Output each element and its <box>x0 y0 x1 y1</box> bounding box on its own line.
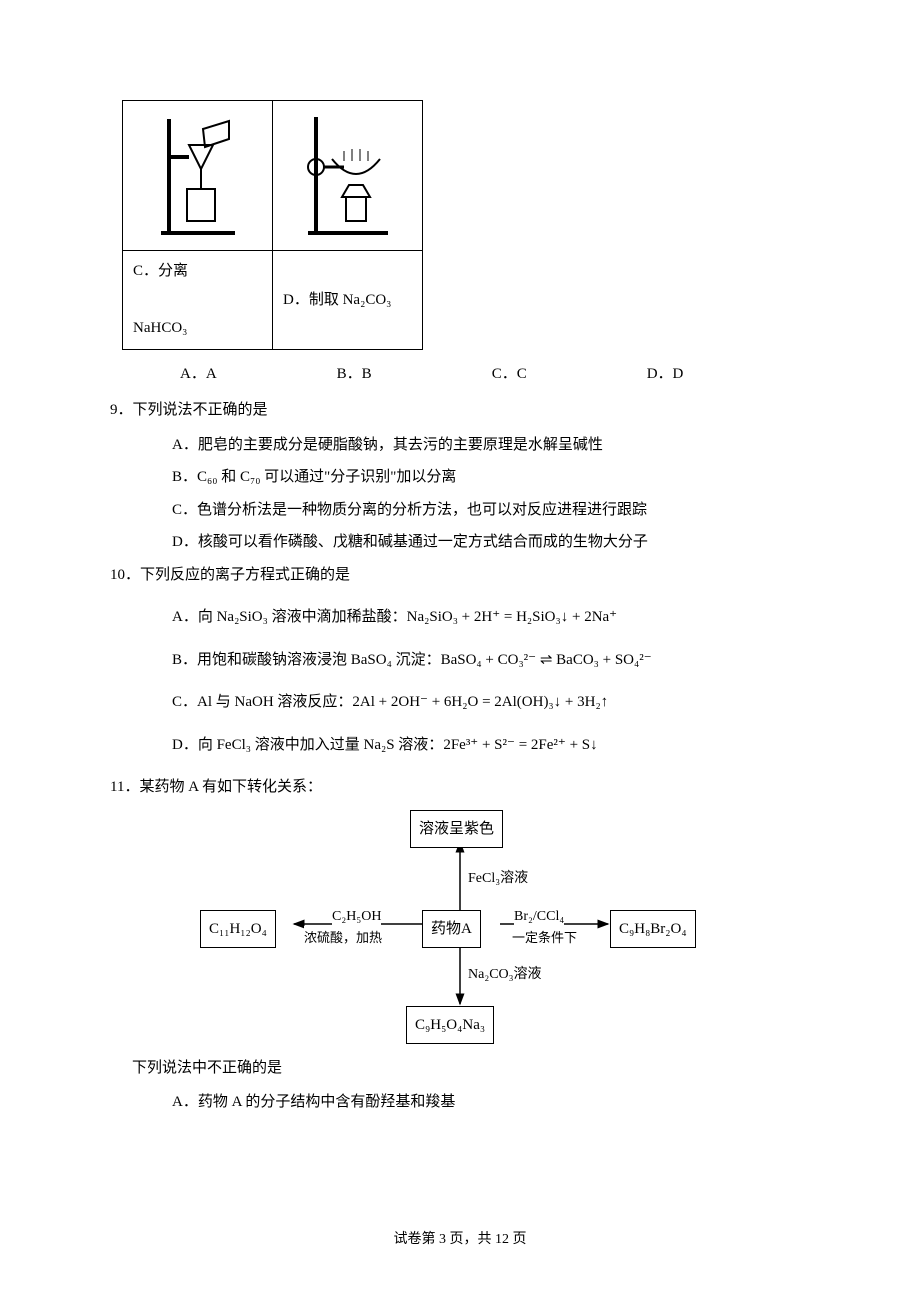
q9-opt-b: B．C₆₀ 和 C₇₀ 可以通过"分子识别"加以分离 <box>110 463 810 492</box>
filtration-icon <box>143 111 253 241</box>
q10-opt-a: A．向 Na₂SiO₃ 溶液中滴加稀盐酸：Na₂SiO₃ + 2H⁺ = H₂S… <box>110 603 810 632</box>
option-d: D．D <box>647 360 684 389</box>
q10-a-pre: A．向 Na₂SiO₃ 溶液中滴加稀盐酸： <box>172 609 407 625</box>
footer-mid: 页，共 <box>446 1232 495 1247</box>
q11-diagram: 溶液呈紫色 药物A C₁₁H₁₂O₄ C₉H₈Br₂O₄ C₉H₅O₄Na₃ F… <box>190 810 730 1040</box>
option-c: C．C <box>492 360 527 389</box>
q10-c-pre: C．Al 与 NaOH 溶液反应： <box>172 694 352 710</box>
question-9: 9．下列说法不正确的是 <box>110 396 810 425</box>
apparatus-c-formula: NaHCO₃ <box>133 320 187 336</box>
q10-opt-d: D．向 FeCl₃ 溶液中加入过量 Na₂S 溶液：2Fe³⁺ + S²⁻ = … <box>110 731 810 760</box>
footer-prefix: 试卷第 <box>394 1232 440 1247</box>
q10-c-eq: 2Al + 2OH⁻ + 6H₂O = 2Al(OH)₃↓ + 3H₂↑ <box>352 694 608 710</box>
q10-d-eq: 2Fe³⁺ + S²⁻ = 2Fe²⁺ + S↓ <box>443 737 597 753</box>
question-11: 11．某药物 A 有如下转化关系： <box>110 773 810 802</box>
q11-stem: 某药物 A 有如下转化关系： <box>139 779 322 795</box>
q9-opt-a: A．肥皂的主要成分是硬脂酸钠，其去污的主要原理是水解呈碱性 <box>110 431 810 460</box>
apparatus-d-figure <box>273 101 423 251</box>
apparatus-d-prefix: D． <box>283 292 309 308</box>
q10-opt-b: B．用饱和碳酸钠溶液浸泡 BaSO₄ 沉淀：BaSO₄ + CO₃²⁻ ⇌ Ba… <box>110 646 810 675</box>
diagram-label-up: FeCl₃溶液 <box>468 866 528 893</box>
diagram-label-down: Na₂CO₃溶液 <box>468 962 542 989</box>
diagram-box-right: C₉H₈Br₂O₄ <box>610 910 696 949</box>
q11-num: 11． <box>110 779 139 795</box>
q10-stem: 下列反应的离子方程式正确的是 <box>140 567 350 583</box>
footer-page: 3 <box>439 1232 446 1247</box>
diagram-box-bottom: C₉H₅O₄Na₃ <box>406 1006 494 1045</box>
diagram-label-right-bot: 一定条件下 <box>512 926 577 951</box>
apparatus-c-text: 分离 <box>158 263 188 279</box>
diagram-box-center: 药物A <box>422 910 481 949</box>
apparatus-d-text: 制取 Na₂CO₃ <box>309 292 392 308</box>
footer-suffix: 页 <box>509 1232 527 1247</box>
diagram-box-top: 溶液呈紫色 <box>410 810 503 849</box>
q9-stem: 下列说法不正确的是 <box>133 402 268 418</box>
q10-a-eq: Na₂SiO₃ + 2H⁺ = H₂SiO₃↓ + 2Na⁺ <box>407 609 617 625</box>
option-a: A．A <box>180 360 217 389</box>
page-footer: 试卷第 3 页，共 12 页 <box>110 1227 810 1254</box>
question-10: 10．下列反应的离子方程式正确的是 <box>110 561 810 590</box>
q10-b-pre: B．用饱和碳酸钠溶液浸泡 BaSO₄ 沉淀： <box>172 652 441 668</box>
diagram-box-left: C₁₁H₁₂O₄ <box>200 910 276 949</box>
apparatus-c-figure <box>123 101 273 251</box>
apparatus-c-prefix: C． <box>133 263 158 279</box>
apparatus-d-label-cell: D．制取 Na₂CO₃ <box>273 251 423 350</box>
q9-opt-c: C．色谱分析法是一种物质分离的分析方法，也可以对反应进程进行跟踪 <box>110 496 810 525</box>
q9-opt-d: D．核酸可以看作磷酸、戊糖和碱基通过一定方式结合而成的生物大分子 <box>110 528 810 557</box>
option-b: B．B <box>337 360 372 389</box>
q11-opt-a: A．药物 A 的分子结构中含有酚羟基和羧基 <box>110 1088 810 1117</box>
apparatus-c-label-cell: C．分离 NaHCO₃ <box>123 251 273 350</box>
q9-num: 9． <box>110 402 133 418</box>
q10-b-eq: BaSO₄ + CO₃²⁻ ⇌ BaCO₃ + SO₄²⁻ <box>441 652 652 668</box>
evaporation-icon <box>288 111 408 241</box>
inline-options-row: A．A B．B C．C D．D <box>110 360 810 389</box>
q10-num: 10． <box>110 567 140 583</box>
footer-total: 12 <box>495 1232 509 1247</box>
diagram-label-left-bot: 浓硫酸，加热 <box>304 926 382 951</box>
apparatus-table: C．分离 NaHCO₃ D．制取 Na₂CO₃ <box>122 100 423 350</box>
q11-substem: 下列说法中不正确的是 <box>110 1054 810 1083</box>
q10-d-pre: D．向 FeCl₃ 溶液中加入过量 Na₂S 溶液： <box>172 737 443 753</box>
q10-opt-c: C．Al 与 NaOH 溶液反应：2Al + 2OH⁻ + 6H₂O = 2Al… <box>110 688 810 717</box>
